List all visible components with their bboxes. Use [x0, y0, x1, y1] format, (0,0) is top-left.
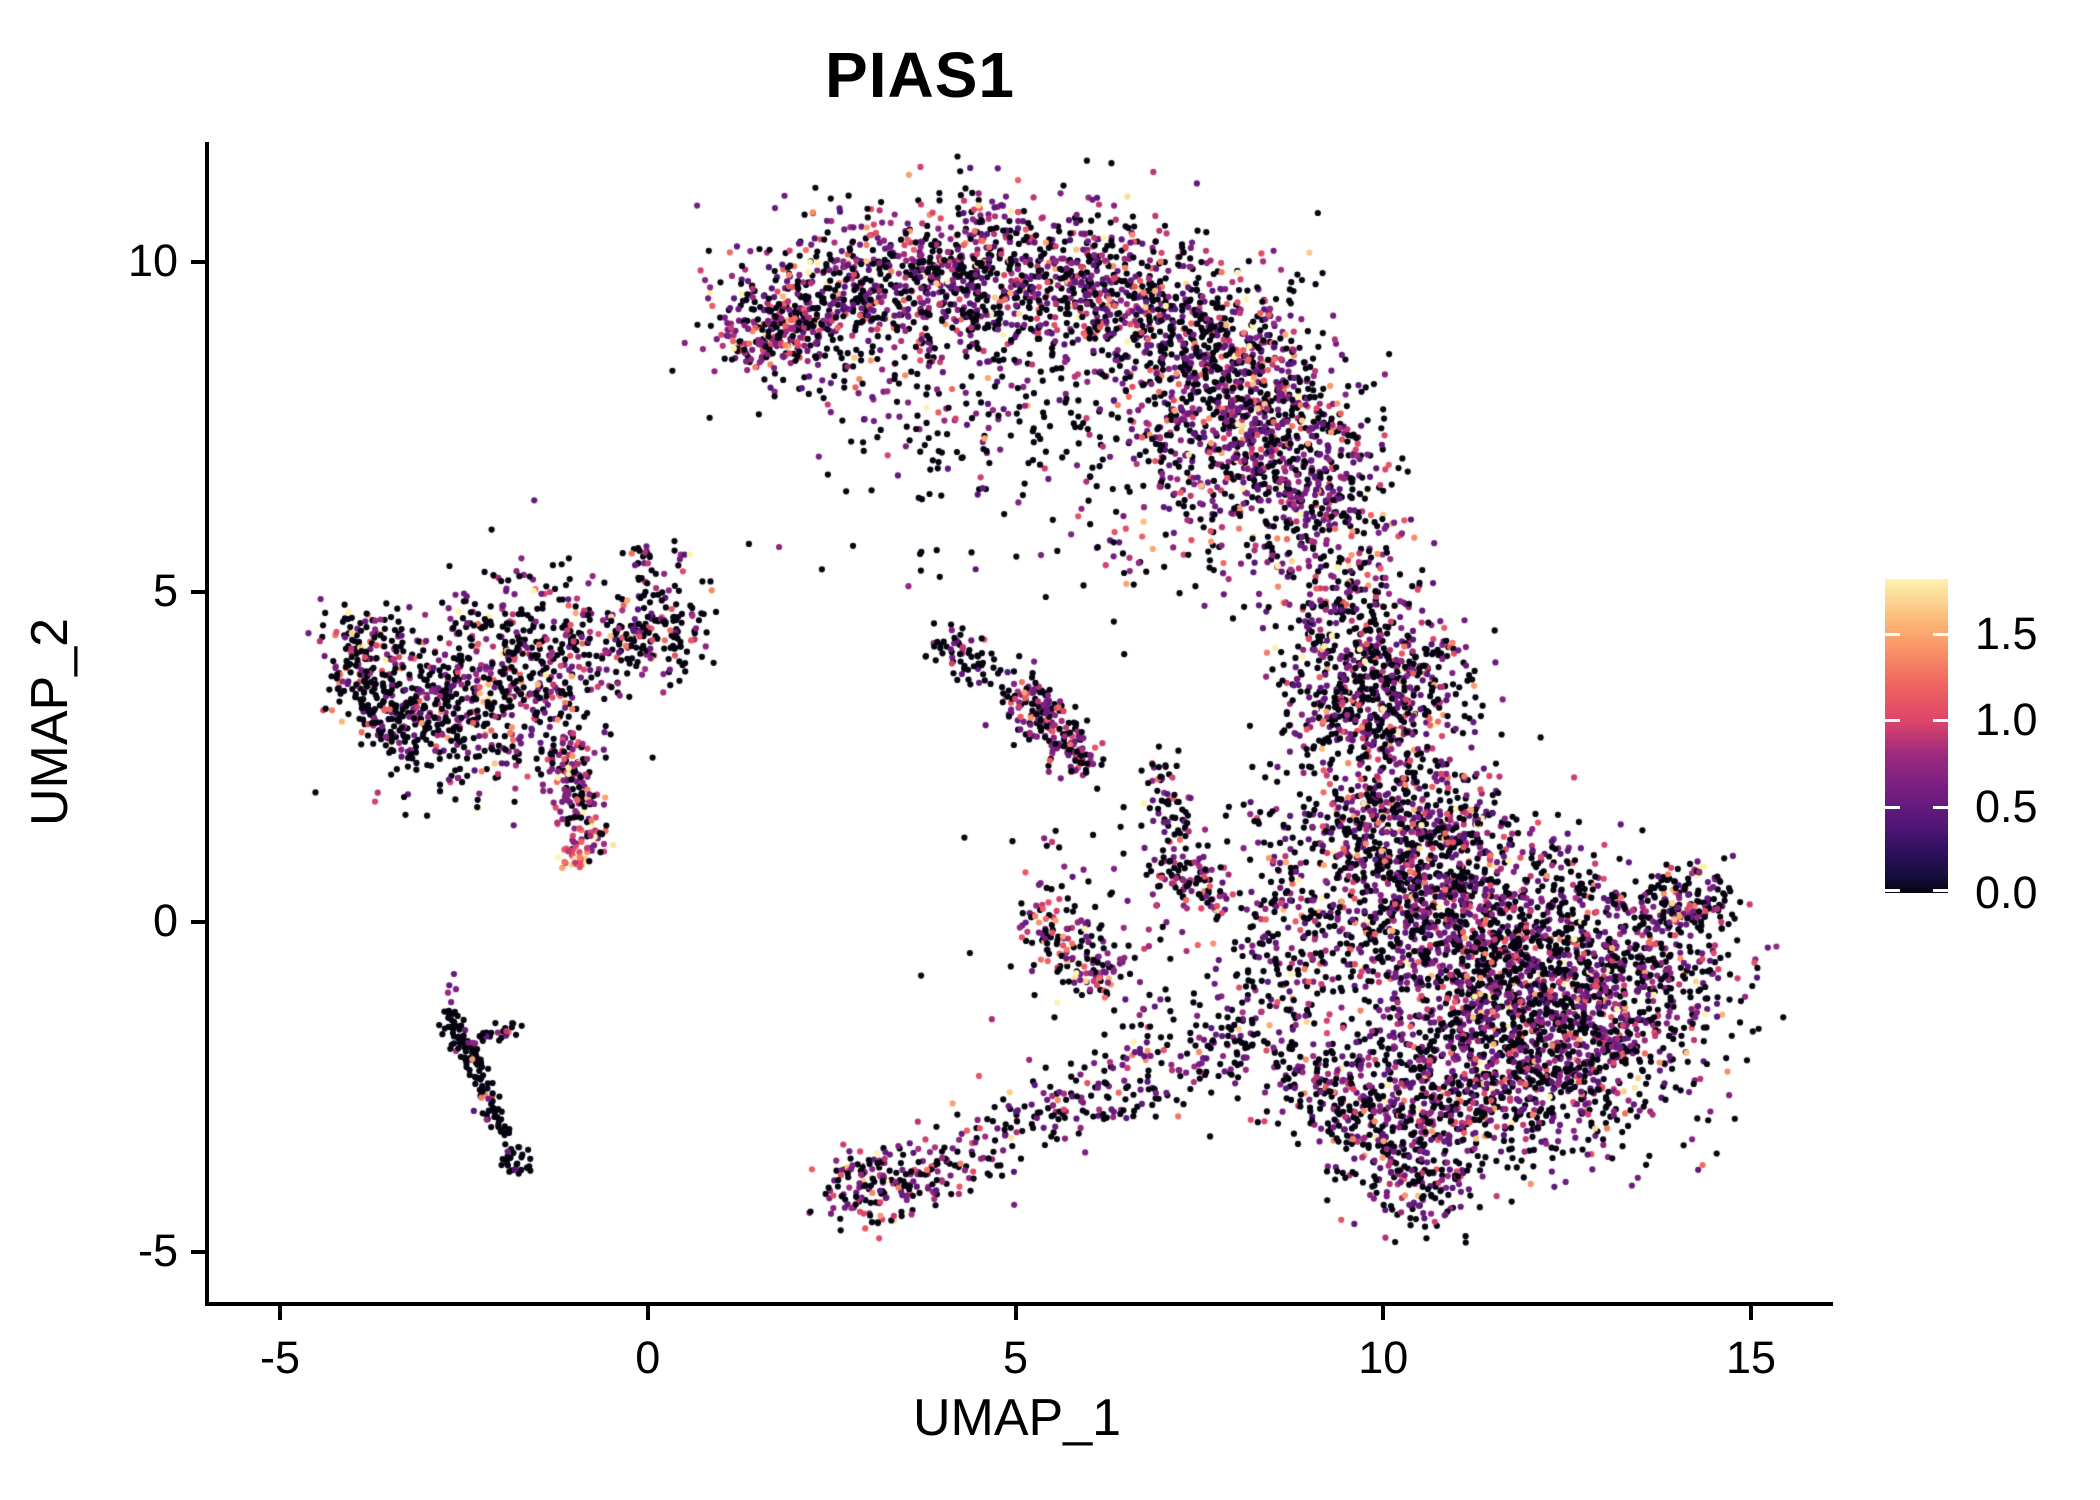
legend-tick-mark	[1885, 889, 1900, 892]
legend-tick-mark	[1933, 719, 1948, 723]
y-tick-mark	[191, 260, 205, 265]
x-tick-label: 5	[1003, 1332, 1029, 1383]
y-tick-label: 0	[152, 894, 178, 946]
y-tick-mark	[191, 919, 205, 924]
y-tick-label: 5	[152, 565, 178, 616]
legend-tick-mark	[1885, 633, 1900, 637]
legend-tick-mark	[1933, 633, 1948, 637]
x-tick-label: 10	[1358, 1332, 1409, 1383]
legend-tick-label: 0.0	[1975, 867, 2038, 918]
y-axis-title: UMAP_2	[21, 617, 79, 827]
legend-tick-mark	[1885, 719, 1900, 723]
x-tick-mark	[645, 1306, 650, 1320]
x-tick-mark	[1381, 1306, 1386, 1320]
legend-colorbar	[1885, 579, 1948, 893]
y-tick-mark	[191, 590, 205, 594]
x-tick-label: 0	[635, 1332, 661, 1383]
x-tick-label: -5	[260, 1332, 301, 1383]
legend-tick-mark	[1933, 805, 1948, 809]
y-tick-label: 10	[127, 235, 178, 287]
legend-tick-mark	[1933, 889, 1948, 892]
x-tick-mark	[1013, 1306, 1018, 1320]
legend-tick-label: 1.0	[1975, 694, 2038, 746]
legend-tick-label: 1.5	[1975, 608, 2038, 660]
y-tick-mark	[191, 1249, 205, 1254]
y-tick-label: -5	[137, 1224, 178, 1276]
plot-panel	[205, 142, 1833, 1306]
x-tick-label: 15	[1726, 1332, 1777, 1383]
x-axis-title: UMAP_1	[912, 1389, 1122, 1447]
color-legend: 1.5 1.0 0.5 0.0	[1885, 579, 2038, 918]
legend-tick-label: 0.5	[1975, 780, 2038, 832]
x-tick-mark	[278, 1306, 283, 1320]
x-tick-mark	[1749, 1306, 1754, 1320]
legend-tick-mark	[1885, 805, 1900, 809]
